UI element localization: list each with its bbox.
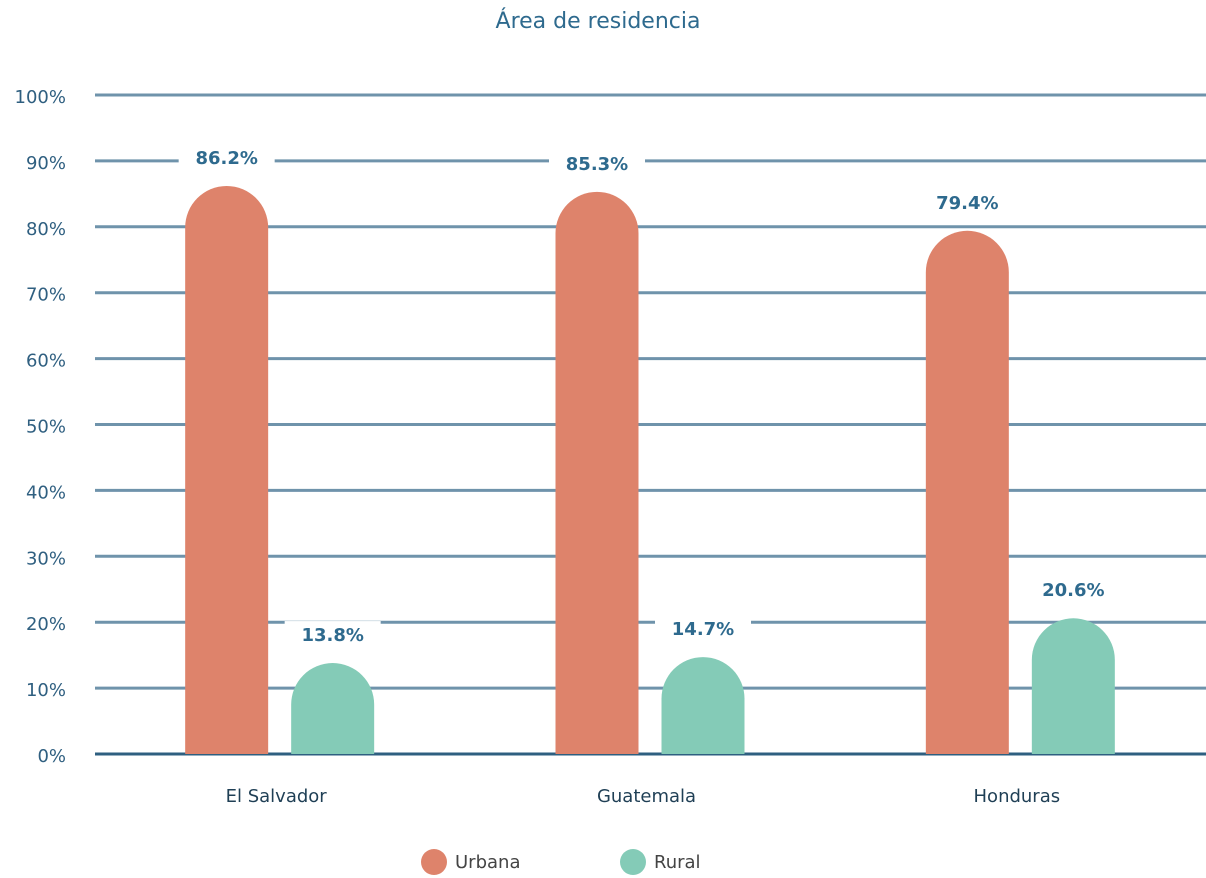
label-background — [284, 621, 381, 650]
legend-swatch — [620, 849, 646, 875]
y-tick-label: 0% — [37, 746, 66, 767]
data-label: 79.4% — [936, 193, 998, 214]
data-label: 20.6% — [1042, 580, 1104, 601]
label-background — [919, 188, 1016, 217]
bar — [291, 663, 375, 754]
legend-label: Rural — [654, 852, 701, 873]
chart-title: Área de residencia — [496, 8, 701, 34]
bar — [555, 191, 639, 754]
data-label: 13.8% — [301, 625, 363, 646]
x-tick-label: El Salvador — [226, 786, 328, 807]
bar — [925, 230, 1009, 755]
y-tick-label: 30% — [26, 548, 66, 569]
x-tick-label: Honduras — [974, 786, 1061, 807]
bar — [661, 657, 745, 754]
y-tick-label: 100% — [15, 87, 66, 108]
legend-swatch — [421, 849, 447, 875]
data-label: 14.7% — [672, 619, 734, 640]
y-tick-label: 90% — [26, 153, 66, 174]
data-label: 86.2% — [195, 148, 257, 169]
label-background — [549, 149, 645, 178]
bar — [185, 185, 269, 754]
y-tick-label: 60% — [26, 351, 66, 372]
y-tick-label: 10% — [26, 680, 66, 701]
label-background — [655, 615, 751, 644]
label-background — [1025, 576, 1122, 605]
y-tick-label: 80% — [26, 219, 66, 240]
legend-label: Urbana — [455, 852, 520, 873]
bar — [1031, 618, 1115, 754]
data-label: 85.3% — [566, 154, 628, 175]
y-tick-label: 20% — [26, 614, 66, 635]
y-tick-label: 40% — [26, 482, 66, 503]
x-tick-label: Guatemala — [597, 786, 696, 807]
label-background — [178, 143, 275, 172]
y-tick-label: 70% — [26, 285, 66, 306]
y-tick-label: 50% — [26, 417, 66, 438]
